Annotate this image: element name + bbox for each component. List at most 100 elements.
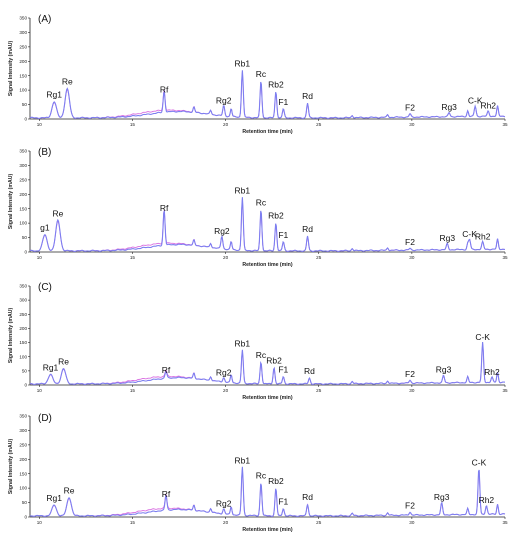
x-tick-label: 20 (223, 255, 229, 260)
y-tick-label: 300 (19, 298, 27, 303)
peak-label-rc: Rc (256, 197, 267, 207)
x-tick-label: 25 (316, 255, 322, 260)
x-tick-label: 35 (502, 520, 508, 525)
y-tick-label: 200 (19, 192, 27, 197)
peak-label-rc: Rc (256, 69, 267, 79)
y-tick-label: 0 (24, 383, 27, 388)
series-line-blue (29, 341, 506, 385)
y-tick-label: 50 (22, 235, 28, 240)
x-tick-label: 20 (223, 122, 229, 127)
x-tick-label: 25 (316, 520, 322, 525)
peak-label-rg2: Rg2 (216, 367, 232, 377)
series-line-blue (29, 466, 506, 517)
peak-label-rg3: Rg3 (436, 365, 452, 375)
x-axis-label: Retention time (min) (242, 262, 292, 268)
peak-label-rb2: Rb2 (268, 79, 284, 89)
y-axis-label: Signal Intensity (mAU) (8, 308, 14, 364)
peak-label-rd: Rd (302, 224, 313, 234)
y-axis-label: Signal Intensity (mAU) (8, 174, 14, 230)
peak-label-rf: Rf (160, 203, 169, 213)
series-line-blue (29, 197, 506, 252)
peak-label-rh2: Rh2 (480, 101, 496, 111)
y-axis-label: Signal Intensity (mAU) (8, 41, 14, 97)
x-tick-label: 10 (37, 520, 43, 525)
y-tick-label: 0 (24, 250, 27, 255)
x-tick-label: 10 (37, 122, 43, 127)
y-tick-label: 100 (19, 221, 27, 226)
peak-label-f1: F1 (278, 97, 288, 107)
y-tick-label: 300 (19, 428, 27, 433)
y-tick-label: 350 (19, 16, 27, 21)
peak-label-c-k: C-K (468, 95, 483, 105)
y-tick-label: 150 (19, 471, 27, 476)
series-line-blue (29, 70, 506, 119)
peak-label-rg1: Rg1 (46, 90, 62, 100)
chart-panel-2: 0 50 100 150 200 250 300 350 10 15 20 25 30 35 Retenti… (8, 282, 508, 401)
y-tick-label: 150 (19, 73, 27, 78)
peak-label-rb2: Rb2 (268, 211, 284, 221)
y-tick-label: 200 (19, 59, 27, 64)
y-tick-label: 200 (19, 326, 27, 331)
peak-label-rd: Rd (302, 91, 313, 101)
y-tick-label: 250 (19, 312, 27, 317)
peak-label-rb2: Rb2 (266, 355, 282, 365)
peak-label-rc: Rc (256, 470, 267, 480)
y-tick-label: 200 (19, 457, 27, 462)
x-tick-label: 10 (37, 255, 43, 260)
x-tick-label: 25 (316, 388, 322, 393)
x-tick-label: 15 (130, 122, 136, 127)
peak-label-f1: F1 (278, 230, 288, 240)
peak-label-rg3: Rg3 (441, 102, 457, 112)
y-tick-label: 50 (22, 102, 28, 107)
y-tick-label: 150 (19, 340, 27, 345)
x-tick-label: 20 (223, 388, 229, 393)
peak-label-rh2: Rh2 (479, 495, 495, 505)
peak-label-f1: F1 (278, 496, 288, 506)
peak-label-f1: F1 (278, 365, 288, 375)
panel-label: (A) (38, 14, 51, 25)
peak-label-f2: F2 (405, 103, 415, 113)
peak-label-re: Re (58, 357, 69, 367)
peak-label-rg2: Rg2 (216, 499, 232, 509)
peak-label-c-k: C-K (475, 332, 490, 342)
peak-label-rd: Rd (302, 492, 313, 502)
x-tick-label: 35 (502, 122, 508, 127)
peak-label-rb1: Rb1 (235, 186, 251, 196)
peak-label-rc: Rc (256, 350, 267, 360)
peak-label-rf: Rf (162, 365, 171, 375)
peak-label-rg3: Rg3 (439, 233, 455, 243)
x-axis-label: Retention time (min) (242, 395, 292, 401)
peak-label-rg3: Rg3 (434, 492, 450, 502)
peak-label-f2: F2 (405, 501, 415, 511)
peak-label-c-k: C-K (472, 457, 487, 467)
x-tick-label: 15 (130, 388, 136, 393)
peak-label-re: Re (64, 485, 75, 495)
chart-panel-0: 0 50 100 150 200 250 300 350 10 15 20 25 30 35 Retenti… (8, 14, 508, 135)
y-tick-label: 100 (19, 88, 27, 93)
y-tick-label: 250 (19, 177, 27, 182)
y-tick-label: 0 (24, 117, 27, 122)
x-tick-label: 10 (37, 388, 43, 393)
x-tick-label: 15 (130, 520, 136, 525)
peak-label-rb2: Rb2 (268, 476, 284, 486)
peak-label-rb1: Rb1 (235, 59, 251, 69)
x-axis-label: Retention time (min) (242, 527, 292, 533)
peak-label-rd: Rd (304, 366, 315, 376)
x-tick-label: 15 (130, 255, 136, 260)
y-axis-label: Signal Intensity (mAU) (8, 439, 14, 495)
y-tick-label: 0 (24, 515, 27, 520)
peak-label-rb1: Rb1 (235, 455, 251, 465)
series-line-pink (29, 199, 506, 252)
x-tick-label: 30 (409, 520, 415, 525)
y-tick-label: 100 (19, 354, 27, 359)
x-tick-label: 35 (502, 255, 508, 260)
peak-label-rg2: Rg2 (214, 226, 230, 236)
x-tick-label: 35 (502, 388, 508, 393)
peak-label-f2: F2 (405, 369, 415, 379)
peak-label-rh2: Rh2 (484, 367, 500, 377)
y-tick-label: 300 (19, 163, 27, 168)
panel-label: (C) (38, 282, 52, 293)
peak-label-rg1: Rg1 (43, 362, 59, 372)
y-tick-label: 50 (22, 500, 28, 505)
